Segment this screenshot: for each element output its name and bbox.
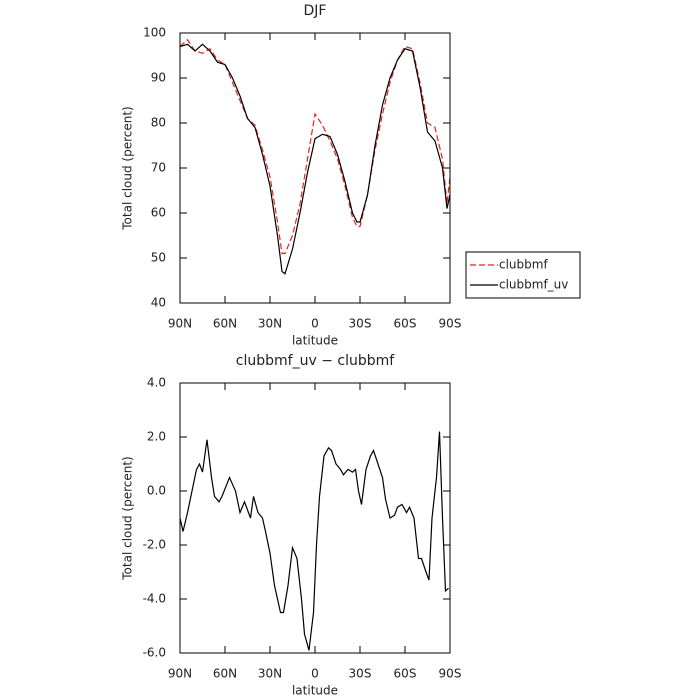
x-tick-label: 0 [311, 667, 319, 681]
y-tick-label: 40 [151, 296, 166, 310]
y-tick-label: 100 [143, 26, 166, 40]
y-tick-label: -6.0 [143, 646, 166, 660]
y-tick-label: 90 [151, 71, 166, 85]
y-tick-label: -4.0 [143, 592, 166, 606]
y-tick-label: 50 [151, 251, 166, 265]
y-tick-label: 80 [151, 116, 166, 130]
chart-title: DJF [304, 3, 327, 19]
x-tick-label: 90N [168, 667, 192, 681]
x-tick-label: 60S [394, 667, 417, 681]
legend-label: clubbmf_uv [499, 278, 568, 292]
plot-frame [179, 382, 451, 654]
data-line [179, 431, 449, 651]
y-tick-label: -2.0 [143, 538, 166, 552]
x-tick-label: 30S [349, 317, 372, 331]
y-tick-label: 0.0 [147, 484, 166, 498]
legend-label: clubbmf [499, 258, 548, 272]
data-line [179, 38, 451, 255]
y-tick-label: 2.0 [147, 430, 166, 444]
x-tick-label: 90N [168, 317, 192, 331]
y-tick-label: 60 [151, 206, 166, 220]
x-tick-label: 30N [258, 667, 282, 681]
x-tick-label: 60S [394, 317, 417, 331]
data-line [179, 43, 451, 275]
legend-box [465, 251, 581, 299]
x-axis-label: latitude [292, 684, 338, 698]
x-tick-label: 0 [311, 317, 319, 331]
y-axis-label: Total cloud (percent) [121, 106, 135, 230]
x-tick-label: 90S [439, 317, 462, 331]
y-axis-label: Total cloud (percent) [121, 456, 135, 580]
x-tick-label: 60N [213, 667, 237, 681]
plot-frame [179, 32, 451, 304]
x-tick-label: 90S [439, 667, 462, 681]
x-axis-label: latitude [292, 334, 338, 348]
y-tick-label: 4.0 [147, 376, 166, 390]
x-tick-label: 30N [258, 317, 282, 331]
chart-title: clubbmf_uv − clubbmf [236, 353, 395, 369]
x-tick-label: 30S [349, 667, 372, 681]
y-tick-label: 70 [151, 161, 166, 175]
x-tick-label: 60N [213, 317, 237, 331]
